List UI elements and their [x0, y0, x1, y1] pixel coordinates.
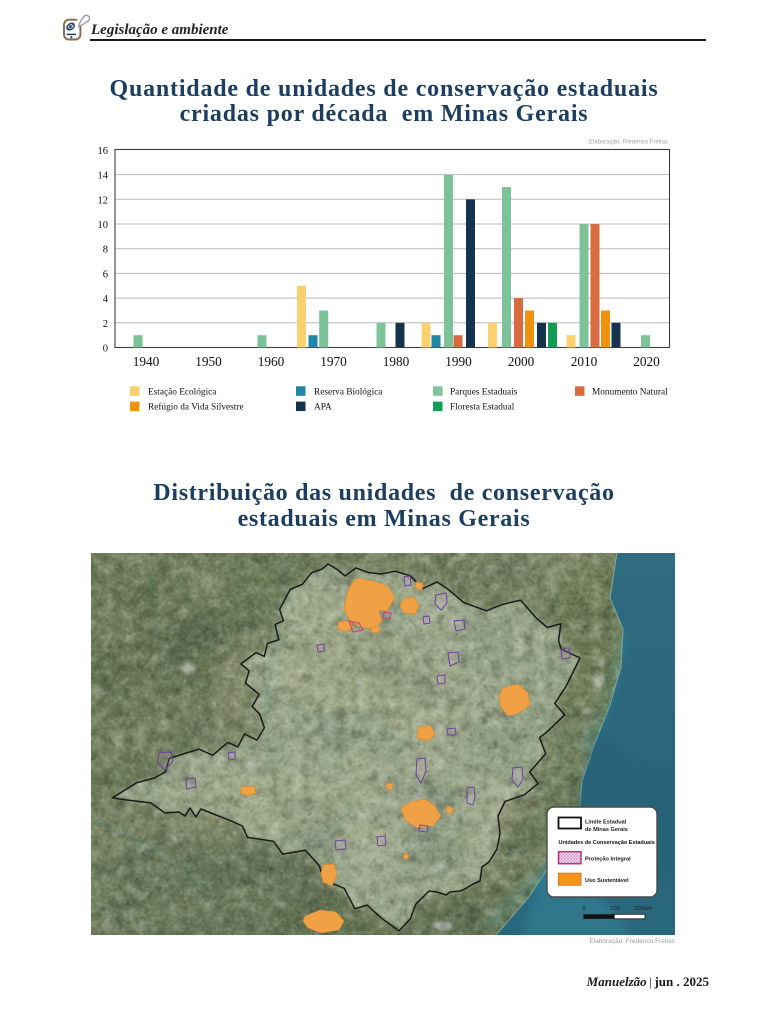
svg-text:200km: 200km	[634, 906, 652, 912]
svg-text:Reserva Biológica: Reserva Biológica	[314, 387, 382, 397]
svg-text:1980: 1980	[383, 354, 410, 369]
svg-text:0: 0	[582, 906, 585, 912]
svg-text:Monumento Natural: Monumento Natural	[592, 387, 668, 397]
svg-text:Elaboração: Frederico Freitas: Elaboração: Frederico Freitas	[589, 140, 668, 146]
svg-text:Parques Estaduais: Parques Estaduais	[450, 387, 518, 397]
svg-text:100: 100	[610, 906, 620, 912]
svg-text:Estação Ecológica: Estação Ecológica	[148, 387, 216, 397]
svg-text:1970: 1970	[320, 354, 347, 369]
svg-text:Limite Estadual: Limite Estadual	[585, 820, 627, 826]
svg-text:10: 10	[98, 220, 109, 231]
svg-text:Refúgio da Vida Silvestre: Refúgio da Vida Silvestre	[148, 402, 244, 413]
svg-text:Floresta Estadual: Floresta Estadual	[450, 403, 515, 413]
svg-text:14: 14	[98, 171, 109, 182]
svg-text:Proteção Integral: Proteção Integral	[585, 857, 631, 863]
svg-text:16: 16	[98, 146, 109, 157]
svg-text:2: 2	[103, 319, 108, 330]
svg-text:1960: 1960	[258, 354, 285, 369]
svg-text:2010: 2010	[571, 354, 598, 369]
svg-text:Unidades de Conservação Estadu: Unidades de Conservação Estaduais	[559, 840, 655, 846]
svg-text:6: 6	[103, 269, 108, 280]
svg-text:APA: APA	[314, 403, 332, 413]
svg-text:2020: 2020	[633, 354, 660, 369]
svg-text:1950: 1950	[195, 354, 222, 369]
svg-text:0: 0	[103, 344, 108, 355]
svg-text:2000: 2000	[508, 354, 535, 369]
svg-text:Uso Sustentável: Uso Sustentável	[585, 878, 629, 884]
svg-text:de Minas Gerais: de Minas Gerais	[585, 827, 628, 833]
svg-text:4: 4	[103, 294, 109, 305]
svg-text:12: 12	[98, 195, 109, 206]
svg-text:1990: 1990	[445, 354, 472, 369]
svg-text:1940: 1940	[133, 354, 160, 369]
svg-text:8: 8	[103, 245, 108, 256]
